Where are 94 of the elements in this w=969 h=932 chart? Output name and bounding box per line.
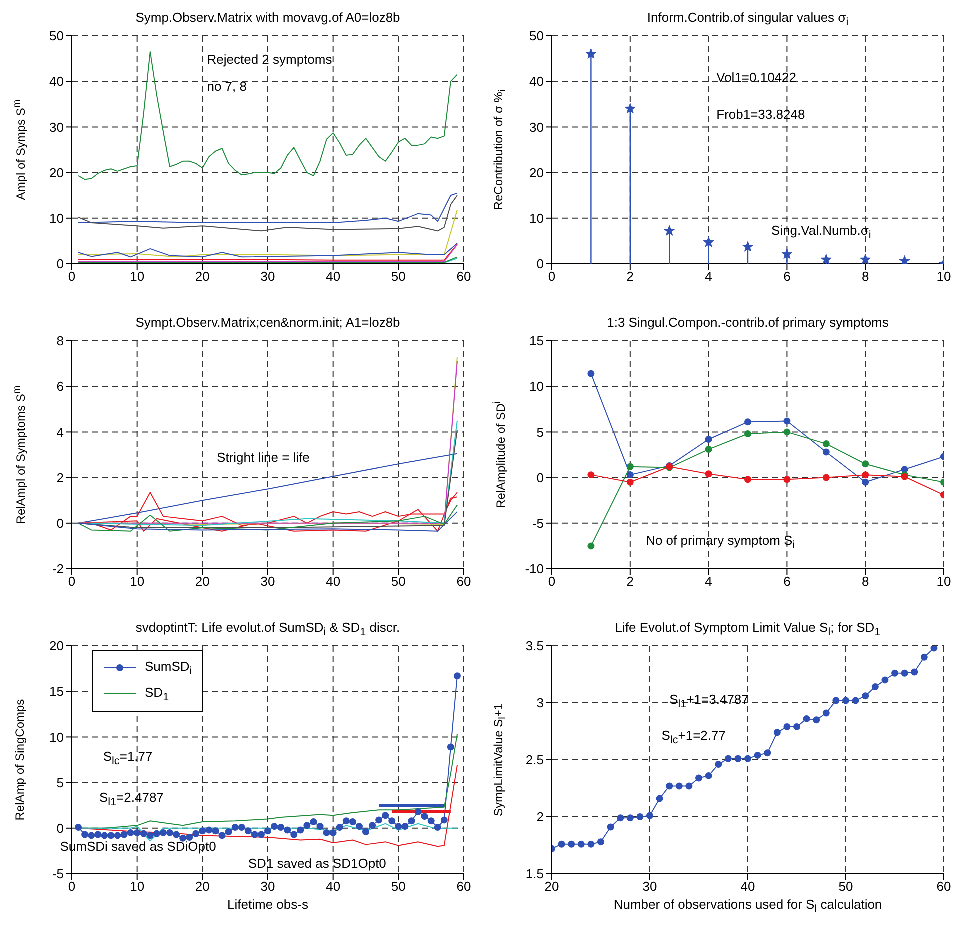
annotation: Rejected 2 symptoms [207,52,332,67]
x-tick-label: 50 [391,269,406,284]
annotation: Frob1=33.8248 [716,106,806,122]
y-tick-label: 0 [536,256,544,272]
x-tick-label: 10 [130,574,145,590]
x-tick-label: 10 [130,879,145,894]
y-tick-label: 40 [50,74,64,90]
y-tick-label: 1.5 [526,866,544,882]
x-tick-label: 50 [391,574,406,590]
y-tick-label: 50 [50,28,64,44]
x-tick-label: 60 [456,879,472,894]
y-tick-label: 8 [56,334,64,349]
y-tick-label: -2 [52,562,64,577]
y-tick-label: 2 [536,810,544,825]
chart-title: Life Evolut.of Symptom Limit Value S$_{l}$; for SD$_{1}$ [615,620,881,639]
y-tick-label: 10 [530,379,544,394]
y-tick-label: 20 [530,165,544,180]
y-tick-label: 10 [50,211,64,226]
y-tick-label: 6 [56,379,64,394]
x-tick-label: 0 [548,574,556,590]
y-tick-label: -5 [532,516,544,532]
y-axis-title: RelAmp of SingComps [13,699,27,821]
x-tick-label: 30 [642,879,658,894]
chart-title: Symp.Observ.Matrix with movavg.of A0=loz8b [136,10,400,25]
x-tick-label: 6 [784,574,791,590]
x-tick-label: 20 [195,574,210,590]
y-tick-label: 4 [56,424,64,440]
x-tick-label: 30 [260,879,276,894]
y-tick-label: 30 [50,120,64,135]
y-tick-label: 30 [530,120,544,135]
x-tick-label: 30 [260,269,276,284]
chart-title: 1:3 Singul.Compon.-contrib.of primary symptoms [607,315,889,330]
x-tick-label: 2 [626,269,634,284]
y-tick-label: 50 [530,28,544,44]
chart-title: Inform.Contrib.of singular values σ$_{i}$ [647,10,849,29]
y-tick-label: 20 [50,165,64,180]
x-tick-label: 20 [195,269,210,284]
x-axis-title: Lifetime obs-s [228,897,308,912]
x-tick-label: 40 [740,879,756,894]
annotation: SD1 saved as SD1Opt0 [248,856,386,871]
x-tick-label: 0 [68,574,76,590]
x-tick-label: 6 [784,269,791,284]
y-tick-label: 5 [56,775,64,790]
x-tick-label: 4 [705,269,712,284]
annotation: no 7, 8 [207,79,247,94]
y-tick-label: 0 [56,821,64,836]
x-tick-label: 30 [260,574,276,590]
annotation: Sing.Val.Numb.σ$_{i}$ [772,222,872,242]
y-tick-label: 15 [530,334,544,349]
y-tick-label: 20 [50,638,64,654]
x-tick-label: 10 [130,269,145,284]
x-axis-title: Number of observations used for S$_{l}$ calculation [614,897,882,916]
annotation: No of primary symptom S$_{i}$ [646,532,796,552]
x-tick-label: 2 [626,574,634,590]
y-tick-label: -10 [525,562,544,577]
x-tick-label: 60 [456,269,472,284]
annotation: S$_{lc}$+1=2.77 [662,728,726,747]
x-tick-label: 60 [456,574,472,590]
x-tick-label: 40 [326,269,341,284]
x-tick-label: 40 [326,574,341,590]
x-tick-label: 0 [68,269,76,284]
x-tick-label: 40 [326,879,341,894]
annotation: Vol1=0.10422 [716,70,797,86]
chart-title: Sympt.Observ.Matrix;cen&norm.init; A1=loz8b [136,315,400,330]
x-tick-label: 10 [936,574,952,590]
annotation: Stright line = life [217,450,310,466]
annotation: S$_{l1}$=2.4787 [99,790,164,808]
y-tick-label: 10 [50,730,64,745]
x-tick-label: 20 [195,879,210,894]
x-tick-label: 60 [936,879,952,894]
x-tick-label: 0 [548,269,556,284]
y-tick-label: 3 [536,696,544,711]
y-tick-label: 0 [536,470,544,486]
x-tick-label: 8 [862,574,870,590]
x-tick-label: 50 [838,879,854,894]
y-tick-label: 2 [56,470,64,486]
legend-label: SD$_{1}$ [145,684,170,704]
x-tick-label: 10 [936,269,952,284]
annotation: S$_{lc}$=1.77 [103,748,153,768]
y-tick-label: 15 [50,684,64,700]
y-tick-label: -5 [52,866,64,882]
x-tick-label: 0 [68,879,76,894]
y-tick-label: 10 [530,211,544,226]
legend-label: SumSD$_{i}$ [145,658,192,678]
y-tick-label: 3.5 [526,638,544,654]
y-tick-label: 0 [56,256,64,272]
x-tick-label: 8 [862,269,870,284]
y-tick-label: 2.5 [526,752,544,768]
y-tick-label: 5 [536,424,544,440]
y-tick-label: 40 [530,74,544,90]
y-tick-label: 0 [56,516,64,532]
x-tick-label: 4 [705,574,712,590]
chart-title: svdoptintT: Life evolut.of SumSD$_{i}$ & SD$_{1}$ discr. [136,620,400,639]
x-tick-label: 50 [391,879,406,894]
